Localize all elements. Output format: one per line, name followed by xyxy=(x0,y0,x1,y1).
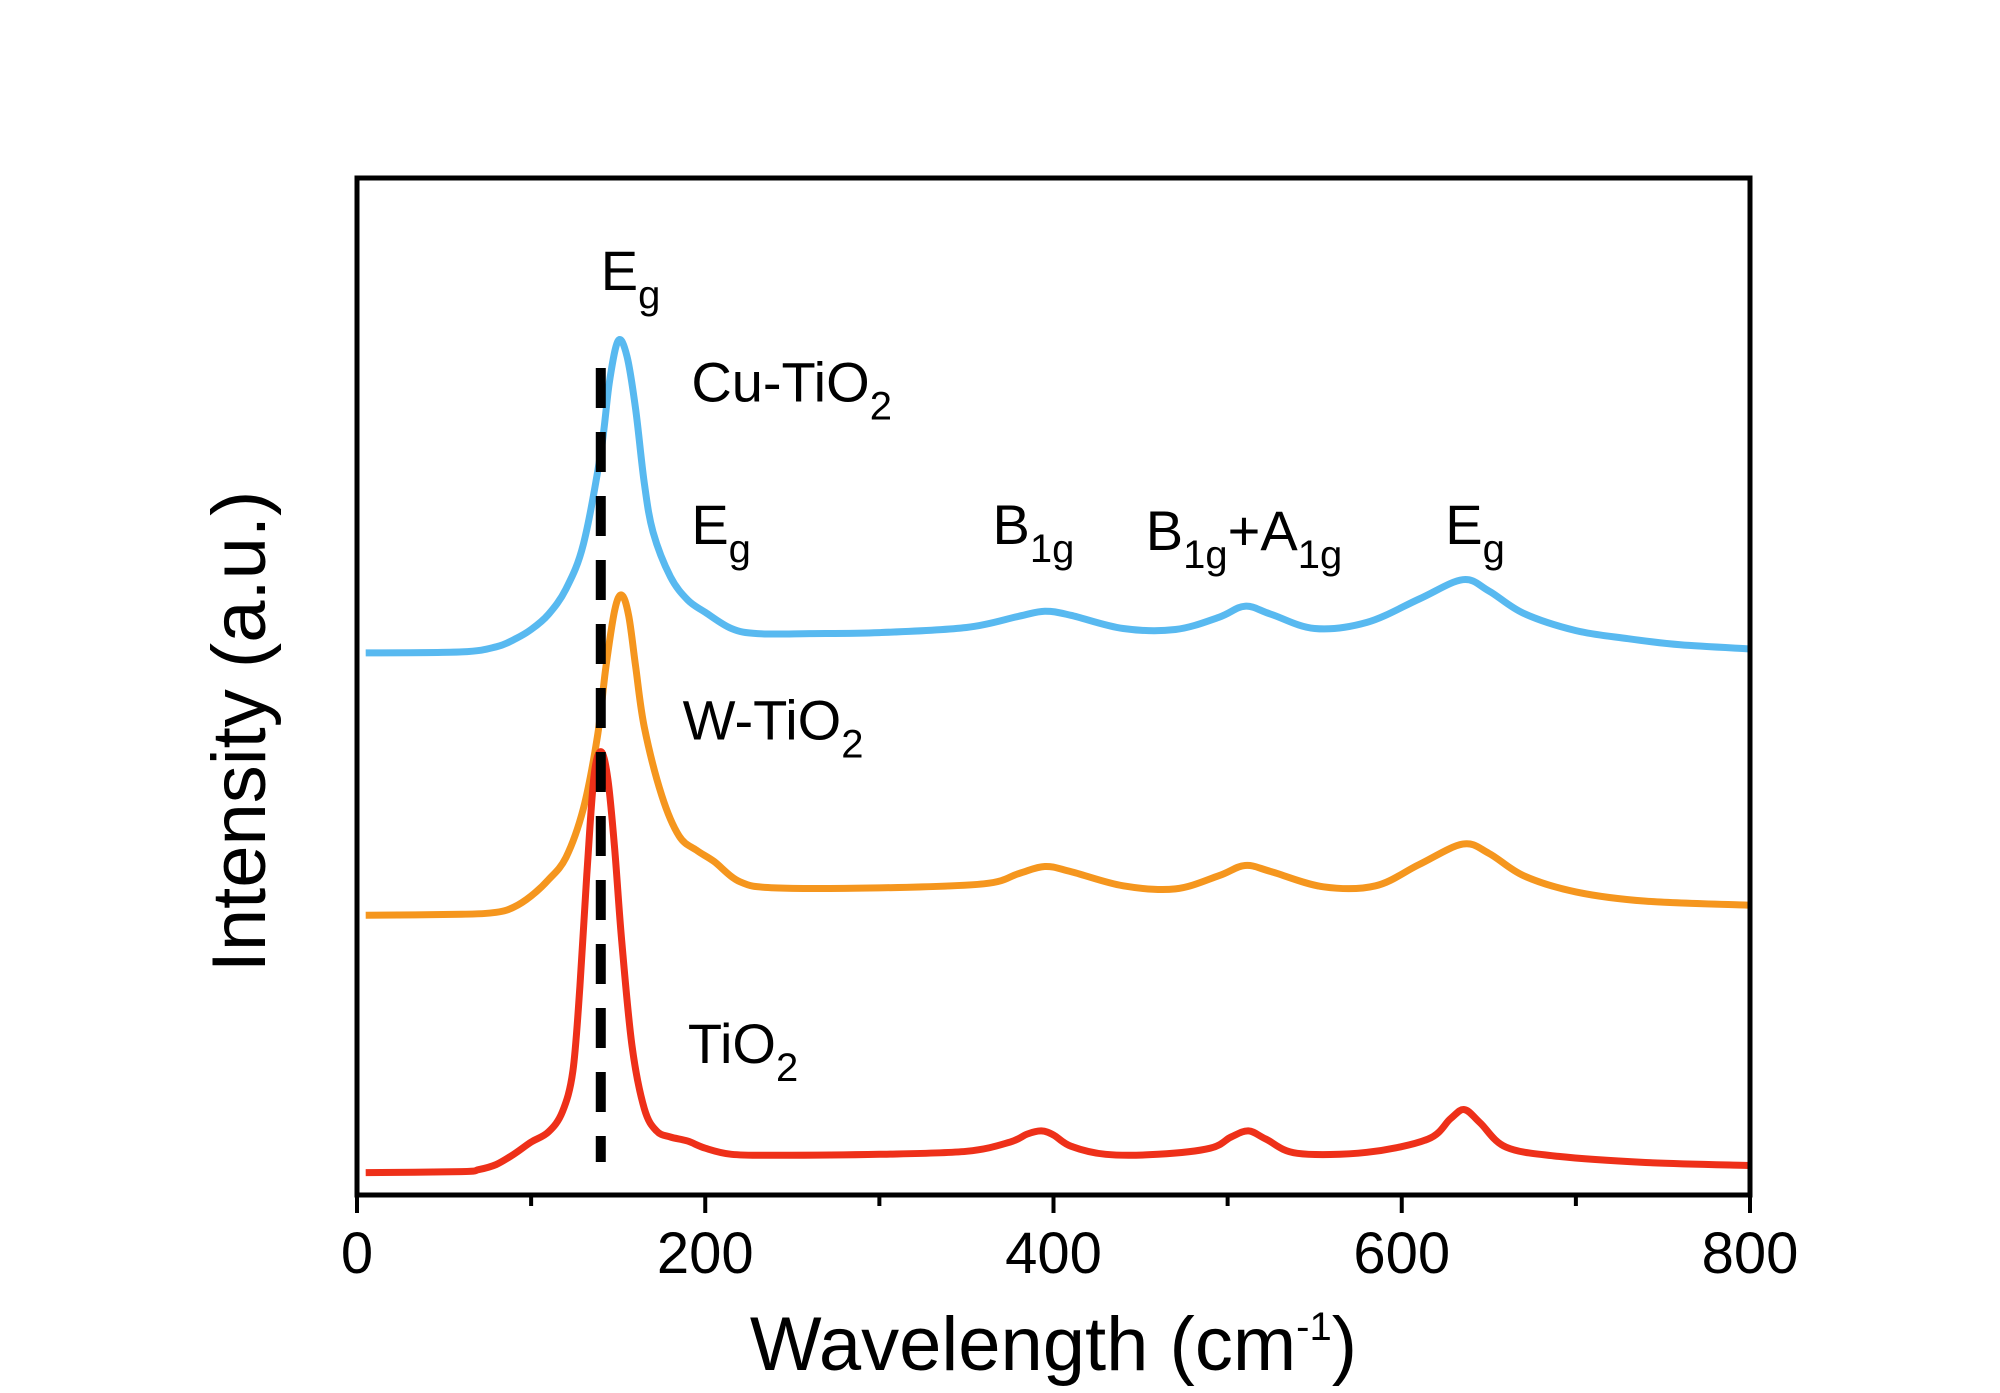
x-tick-label: 600 xyxy=(1353,1221,1450,1286)
peak-annotation: B1g+A1g xyxy=(1146,499,1342,577)
axes: 0 200 400 600 800 Wavelength (cm-1) Intensity … xyxy=(197,175,1799,1387)
x-tick-label: 200 xyxy=(657,1221,754,1286)
x-tick-label: 800 xyxy=(1702,1221,1799,1286)
peak-annotation: Eg xyxy=(601,239,661,317)
labels: Cu-TiO2 W-TiO2 TiO2 Eg Eg B1g B1g+A1g Eg xyxy=(601,239,1505,1090)
peak-annotation: Eg xyxy=(1445,493,1505,571)
plot-frame xyxy=(354,175,1753,1198)
y-axis-title: Intensity (a.u.) xyxy=(197,491,282,973)
series-line-cu-tio2 xyxy=(365,336,1751,657)
series-line-tio2 xyxy=(365,748,1751,1177)
series-line-w-tio2 xyxy=(365,591,1751,919)
peak-annotation: B1g xyxy=(993,493,1075,571)
series-label-tio2: TiO2 xyxy=(688,1012,798,1090)
x-tick-label: 400 xyxy=(1005,1221,1102,1286)
plot-area xyxy=(365,336,1751,1177)
peak-annotation: Eg xyxy=(691,493,751,571)
series-label-w-tio2: W-TiO2 xyxy=(683,688,864,766)
x-tick-label: 0 xyxy=(341,1221,373,1286)
x-axis-title: Wavelength (cm-1) xyxy=(750,1302,1357,1387)
series-label-cu-tio2: Cu-TiO2 xyxy=(691,351,892,429)
